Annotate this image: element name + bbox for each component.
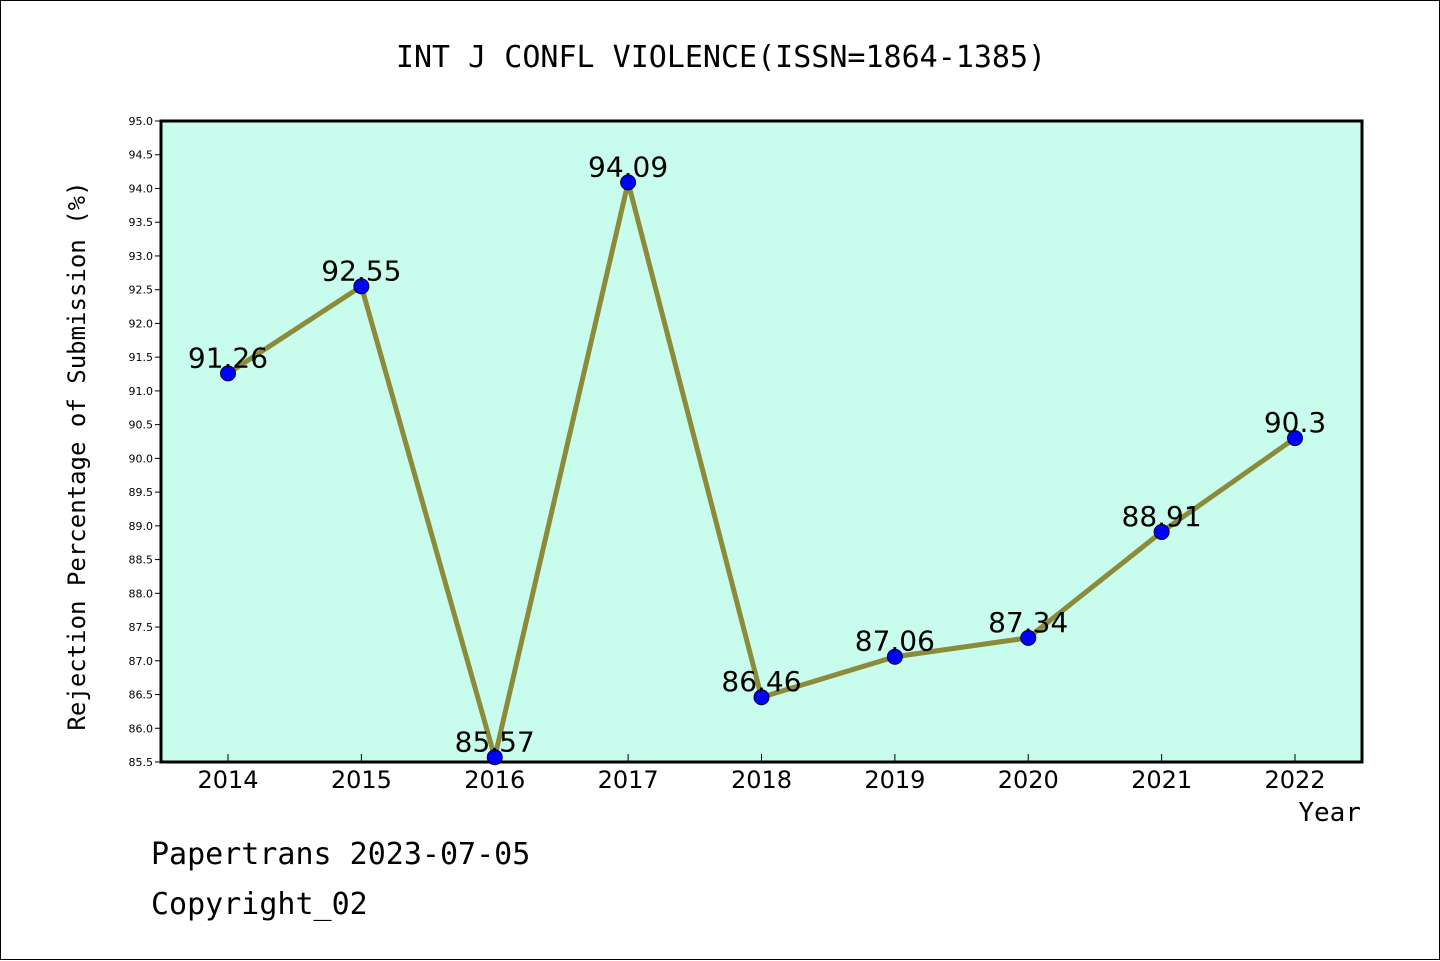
y-tick-label: 95.0 (129, 115, 154, 128)
data-label: 86.46 (721, 665, 801, 698)
y-tick-label: 90.5 (129, 419, 154, 432)
data-label: 88.91 (1122, 500, 1202, 533)
x-tick-label: 2016 (464, 766, 525, 794)
y-tick-label: 90.0 (129, 452, 154, 465)
y-tick-label: 88.0 (129, 587, 154, 600)
data-point (353, 278, 370, 295)
data-label: 92.55 (321, 254, 401, 287)
x-axis-label: Year (1298, 798, 1361, 828)
chart-title: INT J CONFL VIOLENCE(ISSN=1864-1385) (396, 40, 1046, 75)
data-label: 94.09 (588, 150, 668, 183)
data-point (753, 689, 770, 706)
y-tick-label: 93.5 (129, 216, 154, 229)
x-tick-label: 2018 (731, 766, 792, 794)
data-point (1020, 629, 1037, 646)
x-tick-label: 2017 (598, 766, 659, 794)
x-tick-label: 2020 (998, 766, 1059, 794)
series-line-group: 91.26 92.55 85.57 94.09 86.46 87.06 87.34 88.91… (188, 150, 1326, 766)
footer-date: Papertrans 2023-07-05 (151, 837, 531, 872)
x-tick-label: 2022 (1264, 766, 1325, 794)
y-tick-label: 92.5 (129, 284, 154, 297)
data-point (886, 648, 903, 665)
y-tick-label: 89.5 (129, 486, 154, 499)
footer-copyright: Copyright_02 (151, 887, 368, 922)
y-tick-label: 87.5 (129, 621, 154, 634)
y-axis: 85.5 86.0 86.5 87.0 87.5 88.0 88.5 89.0 89.5 90.0… (129, 115, 161, 769)
data-point (1287, 430, 1303, 447)
y-tick-label: 91.5 (129, 351, 154, 364)
y-tick-label: 91.0 (129, 385, 154, 398)
data-point (220, 365, 236, 382)
y-tick-label: 94.0 (129, 182, 154, 195)
x-tick-label: 2014 (197, 766, 258, 794)
y-tick-label: 86.0 (129, 722, 154, 735)
data-label: 87.06 (855, 625, 935, 658)
x-tick-label: 2015 (331, 766, 392, 794)
data-label: 90.3 (1264, 406, 1326, 439)
data-point (1153, 523, 1170, 540)
y-tick-label: 94.5 (129, 149, 154, 162)
y-tick-label: 85.5 (129, 756, 154, 769)
y-tick-label: 87.0 (129, 655, 154, 668)
data-point (486, 749, 503, 766)
y-tick-label: 89.0 (129, 520, 154, 533)
x-axis: 2014 2015 2016 2017 2018 2019 2020 2021 2022 (197, 754, 1326, 794)
y-tick-label: 88.5 (129, 554, 154, 567)
data-label: 87.34 (988, 606, 1068, 639)
data-point (620, 174, 637, 191)
data-label: 91.26 (188, 341, 268, 374)
data-label: 85.57 (455, 725, 535, 758)
y-tick-label: 92.0 (129, 317, 154, 330)
y-tick-label: 86.5 (129, 689, 154, 702)
x-tick-label: 2019 (864, 766, 925, 794)
plot-area (159, 119, 1364, 764)
y-axis-label: Rejection Percentage of Submission (%) (63, 181, 91, 730)
x-tick-label: 2021 (1131, 766, 1192, 794)
y-tick-label: 93.0 (129, 250, 154, 263)
